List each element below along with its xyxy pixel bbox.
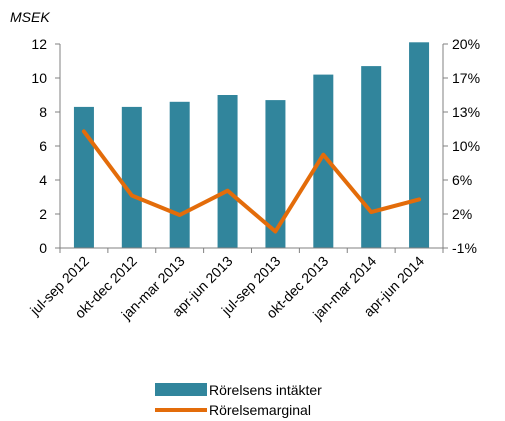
right-tick-label: 6% [452,172,472,188]
legend-label-bar: Rörelsens intäkter [209,382,322,398]
legend-label-line: Rörelsemarginal [209,402,311,418]
bar [121,106,142,249]
bar [361,66,382,248]
legend: Rörelsens intäkter Rörelsemarginal [155,382,322,418]
bar [313,74,334,248]
left-tick-label: 0 [39,240,47,256]
left-tick-label: 10 [31,70,47,86]
bar [169,101,190,248]
right-tick-label: -1% [452,240,477,256]
bar [265,100,286,248]
bar-series [73,42,430,249]
axes [59,44,444,253]
right-tick-label: 20% [452,36,480,52]
right-tick-label: 10% [452,138,480,154]
bar [409,42,430,248]
bar [73,106,94,249]
left-tick-label: 6 [39,138,47,154]
left-tick-label: 4 [39,172,47,188]
left-axis-ticks: 0 2 4 6 8 10 12 [31,36,60,256]
y-unit-label: MSEK [10,9,50,25]
left-tick-label: 8 [39,104,47,120]
line-series-rorelsemarginal [81,129,422,234]
bar [217,95,238,248]
right-tick-label: 17% [452,70,480,86]
right-tick-label: 2% [452,206,472,222]
right-axis-ticks: -1% 2% 6% 10% 13% 17% 20% [443,36,480,256]
right-tick-label: 13% [452,104,480,120]
left-tick-label: 12 [31,36,47,52]
left-tick-label: 2 [39,206,47,222]
legend-swatch-bar [155,383,207,396]
